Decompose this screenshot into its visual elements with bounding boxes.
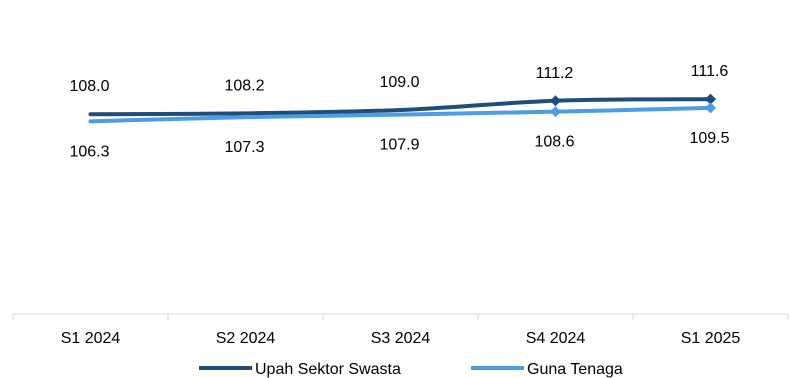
x-tick-label: S1 2025 [681, 330, 741, 347]
data-label: 108.2 [224, 77, 264, 94]
series-line [88, 97, 713, 117]
data-label: 107.3 [224, 139, 264, 156]
x-tick-label: S1 2024 [61, 330, 121, 347]
x-tick-label: S3 2024 [371, 330, 431, 347]
data-point-marker [705, 102, 716, 114]
legend-label: Guna Tenaga [527, 361, 623, 378]
data-point-marker [550, 95, 561, 107]
series-2: 106.3 107.3 107.9 108.6 109.5 [69, 102, 730, 160]
data-label: 109.0 [379, 74, 419, 91]
data-label: 108.0 [69, 78, 109, 95]
data-label: 107.9 [379, 137, 419, 154]
legend-label: Upah Sektor Swasta [255, 361, 401, 378]
x-axis: S1 2024 S2 2024 S3 2024 S4 2024 S1 2025 [12, 313, 789, 347]
legend: Upah Sektor Swasta Guna Tenaga [199, 361, 623, 378]
data-label: 109.5 [689, 130, 729, 147]
legend-item: Upah Sektor Swasta [199, 361, 401, 378]
legend-item: Guna Tenaga [471, 361, 623, 378]
x-tick-label: S4 2024 [526, 330, 586, 347]
data-label: 106.3 [69, 143, 109, 160]
series-line [88, 105, 713, 124]
data-point-marker [550, 106, 561, 118]
data-label: 108.6 [534, 134, 574, 151]
data-label: 111.6 [691, 63, 729, 80]
x-tick-label: S2 2024 [216, 330, 276, 347]
data-label: 111.2 [536, 65, 574, 82]
plot-area: 108.0 108.2 109.0 111.2 111.6 106.3 107.3 107.9… [69, 63, 729, 160]
series-1: 108.0 108.2 109.0 111.2 111.6 [69, 63, 729, 117]
data-point-marker [705, 93, 716, 105]
